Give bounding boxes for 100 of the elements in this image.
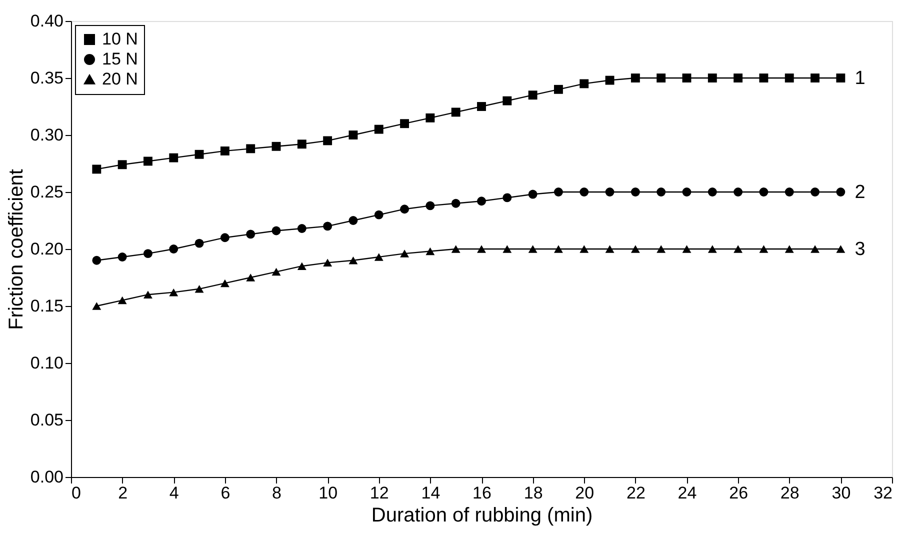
point [554,245,563,253]
point [246,230,256,239]
point [374,124,384,134]
annotation: 2 [854,182,866,203]
point [194,150,204,159]
point [426,113,435,122]
y-tick-label: 0.10 [30,354,64,372]
point [836,188,846,196]
point [348,216,358,225]
x-tick-label: 32 [874,484,892,502]
point [220,279,230,288]
point [348,256,358,264]
point [118,160,127,170]
y-tick-label: 0.20 [30,240,64,258]
point [759,245,768,253]
annotation: 1 [854,68,866,89]
point [194,238,204,248]
point [297,262,306,270]
point [272,226,281,236]
point [374,210,384,220]
point [682,245,692,253]
point [246,274,256,282]
y-axis-title: Friction coefficient [5,168,28,330]
x-tick-label: 16 [472,484,492,502]
point [323,136,332,146]
point [426,247,435,256]
point [708,245,717,253]
y-tick-label: 0.25 [30,182,64,202]
point [451,198,460,208]
point [246,144,256,154]
x-tick-label: 30 [832,484,851,502]
x-tick-label: 26 [729,484,748,502]
point [836,245,846,253]
point [810,74,820,82]
point [400,119,410,128]
point [143,249,152,258]
point [220,146,230,156]
x-tick-label: 22 [626,484,646,502]
x-tick-label: 18 [524,484,543,502]
point [708,188,717,196]
point [734,188,743,196]
legend-label: 20 N [102,70,138,88]
point [759,188,768,196]
y-tick-label: 0.40 [30,12,64,30]
point [759,74,768,82]
point [477,102,486,111]
point [348,130,358,140]
point [502,96,512,106]
point [297,224,306,233]
x-tick-label: 10 [318,484,338,502]
x-tick-label: 12 [370,484,389,502]
y-tick-label: 0.30 [30,126,64,144]
x-tick-label: 14 [421,484,440,502]
point [194,285,204,293]
point [784,188,794,196]
point [118,252,127,262]
point [528,90,538,100]
point [708,74,717,82]
point [580,188,589,196]
point [580,245,589,253]
point [400,250,410,258]
point [605,188,614,196]
point [630,245,640,253]
point [605,76,614,85]
point [810,245,820,253]
point [451,245,460,253]
point [630,188,640,196]
x-tick-label: 28 [780,484,800,502]
point [656,245,666,253]
y-tick-label: 0.05 [30,410,64,430]
point [502,245,512,253]
x-tick-label: 24 [678,484,697,502]
point [272,268,281,276]
point [554,188,563,196]
point [426,201,435,210]
y-tick-label: 0.35 [30,68,64,88]
legend-label: 15 N [102,50,138,68]
point [400,204,410,214]
point [451,108,460,117]
point [528,190,538,199]
point [477,245,486,253]
point [374,253,384,261]
point [92,164,102,174]
point [477,196,486,206]
annotation: 3 [854,239,866,260]
point [528,245,538,253]
point [734,245,743,253]
point [630,74,640,82]
point [784,74,794,82]
point [297,140,306,149]
point [220,233,230,242]
point [784,245,794,253]
point [169,153,178,162]
point [734,74,743,82]
point [169,288,178,296]
x-tick-label: 2 [118,484,128,502]
x-axis-title: Duration of rubbing (min) [371,504,593,526]
x-tick-label: 6 [220,484,230,502]
point [810,188,820,196]
x-tick-label: 4 [169,484,179,502]
